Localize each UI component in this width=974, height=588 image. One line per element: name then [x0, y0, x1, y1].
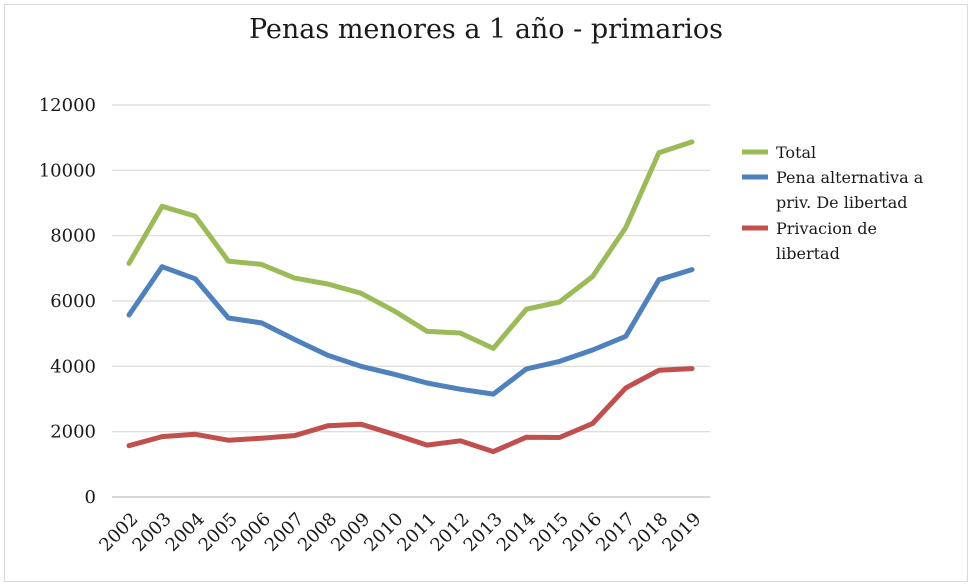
series-line-3	[126, 366, 695, 455]
x-tick-label: 2019	[658, 509, 705, 556]
y-tick-label: 10000	[39, 160, 96, 181]
chart-title: Penas menores a 1 año - primarios	[249, 14, 723, 45]
legend-label: Total	[776, 143, 816, 162]
legend: Total Pena alternativa a priv. De libertad…	[742, 143, 924, 263]
chart-frame	[4, 4, 968, 582]
y-tick-label: 12000	[39, 95, 96, 116]
y-tick-label: 0	[85, 487, 96, 508]
y-tick-label: 2000	[50, 422, 96, 443]
series-line-2	[126, 264, 695, 397]
series-line-1	[126, 139, 695, 351]
legend-label: libertad	[776, 244, 840, 263]
y-tick-label: 6000	[50, 291, 96, 312]
legend-label: Privacion de	[776, 219, 877, 238]
legend-label: priv. De libertad	[776, 193, 908, 212]
y-tick-label: 8000	[50, 226, 96, 247]
series-lines	[126, 139, 695, 455]
x-axis-ticks: 2002200320042005200620072008200920102011…	[95, 509, 705, 556]
y-axis-ticks: 0 2000 4000 6000 8000 10000 12000	[39, 95, 96, 508]
legend-label: Pena alternativa a	[776, 168, 924, 187]
y-tick-label: 4000	[50, 356, 96, 377]
